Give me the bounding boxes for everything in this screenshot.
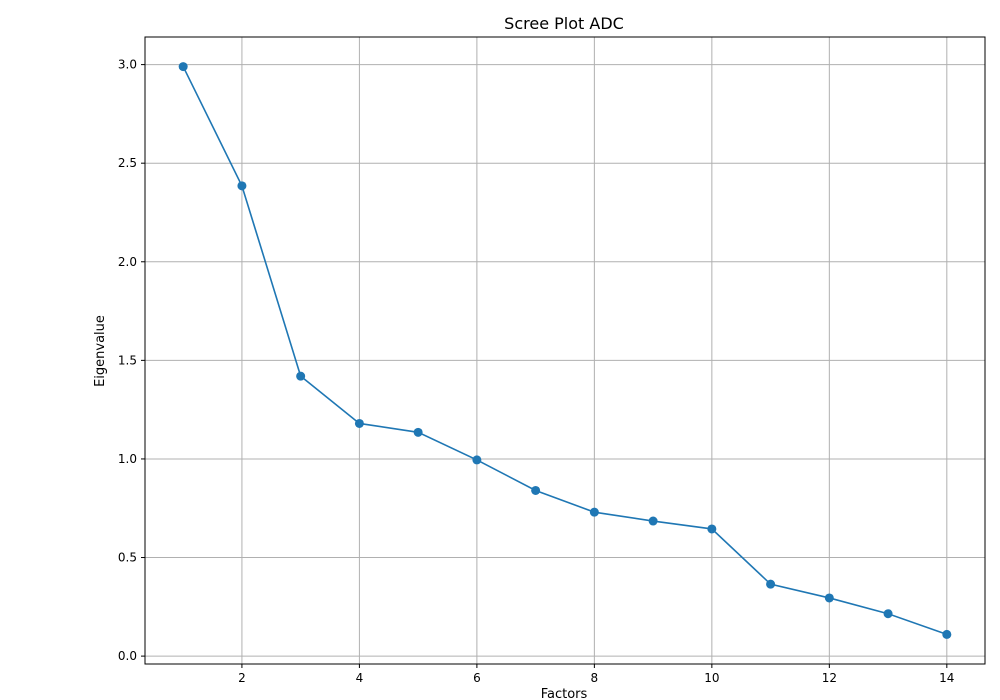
tick-layer: 2 4 6 8 10 12 14 0.0 0.5 1.0 1.5 2.0 2.5 3.0 (118, 58, 955, 685)
data-point (237, 181, 247, 191)
x-axis-label: Factors (541, 687, 588, 700)
x-tick-label: 10 (704, 671, 719, 685)
data-point (589, 507, 599, 517)
x-tick-label: 14 (939, 671, 954, 685)
x-tick-label: 12 (822, 671, 837, 685)
grid-layer (145, 37, 985, 664)
data-point (296, 371, 306, 381)
data-point (883, 609, 893, 619)
x-tick-label: 2 (238, 671, 246, 685)
data-point (413, 427, 423, 437)
y-tick-label: 1.5 (118, 353, 137, 367)
y-tick-label: 0.5 (118, 551, 137, 565)
series-line-layer (182, 66, 948, 636)
data-point (531, 485, 541, 495)
data-point (942, 629, 952, 639)
x-tick-label: 8 (591, 671, 599, 685)
data-point (648, 516, 658, 526)
data-point-layer (178, 62, 952, 639)
data-point (766, 579, 776, 589)
series-line (182, 66, 948, 636)
chart-title: Scree Plot ADC (504, 14, 624, 33)
data-point (354, 418, 364, 428)
y-tick-label: 2.0 (118, 255, 137, 269)
y-tick-label: 2.5 (118, 156, 137, 170)
data-point (472, 455, 482, 465)
y-axis-label: Eigenvalue (93, 315, 108, 387)
plot-frame (144, 36, 986, 665)
x-tick-label: 4 (356, 671, 364, 685)
y-tick-label: 1.0 (118, 452, 137, 466)
x-tick-label: 6 (473, 671, 481, 685)
y-tick-label: 3.0 (118, 58, 137, 72)
data-point (178, 62, 188, 72)
y-tick-label: 0.0 (118, 649, 137, 663)
data-point (824, 593, 834, 603)
data-point (707, 524, 717, 534)
